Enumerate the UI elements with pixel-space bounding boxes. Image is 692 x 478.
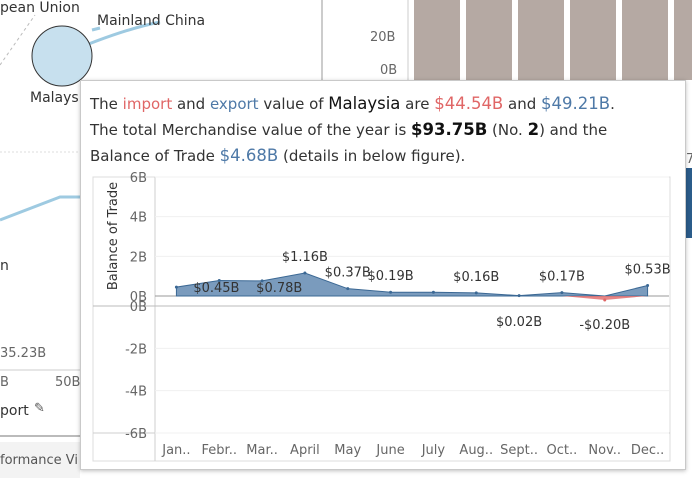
axis-tick-50b: 50B bbox=[55, 375, 81, 390]
text: The bbox=[90, 95, 123, 113]
malaysia-bubble[interactable] bbox=[31, 25, 93, 87]
bar-4[interactable] bbox=[570, 0, 616, 80]
x-tick-label: April bbox=[290, 443, 320, 458]
tooltip-summary: The import and export value of Malaysia … bbox=[90, 91, 680, 169]
y-tick-label: -4B bbox=[125, 385, 147, 400]
bar-5[interactable] bbox=[622, 0, 668, 80]
export-value: $49.21B bbox=[541, 94, 611, 113]
left-fragment-label: n bbox=[0, 258, 9, 274]
data-point bbox=[474, 291, 478, 295]
text: are bbox=[400, 95, 435, 113]
right-fragment-label: 7 bbox=[686, 152, 692, 167]
data-label: $0.53B bbox=[625, 262, 671, 277]
data-point bbox=[174, 285, 178, 289]
data-point bbox=[260, 279, 264, 283]
x-tick-label: Nov.. bbox=[588, 443, 621, 458]
country-name: Malaysia bbox=[328, 94, 401, 113]
text: (No. bbox=[487, 121, 528, 139]
data-label: $0.17B bbox=[539, 270, 585, 285]
tooltip-line-1: The import and export value of Malaysia … bbox=[90, 91, 680, 117]
data-label: $0.16B bbox=[453, 270, 499, 285]
text: and bbox=[172, 95, 210, 113]
data-point bbox=[303, 271, 307, 275]
y-tick-label: 0B bbox=[130, 290, 147, 305]
data-label: $0.45B bbox=[193, 281, 239, 296]
y-tick-label: -2B bbox=[125, 342, 147, 357]
data-point bbox=[517, 294, 521, 298]
import-word: import bbox=[122, 95, 173, 113]
value-label-3523: 35.23B bbox=[0, 346, 47, 361]
left-trend-line bbox=[0, 195, 80, 222]
balance-value: $4.68B bbox=[219, 146, 279, 165]
x-tick-label: Febr.. bbox=[202, 443, 237, 458]
x-tick-label: Sept.. bbox=[500, 443, 538, 458]
text: (details in below figure). bbox=[278, 147, 466, 165]
mainland-china-label: Mainland China bbox=[97, 13, 206, 29]
y-tick-label: 6B bbox=[130, 171, 147, 186]
pin-icon[interactable]: ✎ bbox=[34, 401, 45, 416]
y-tick-label: 0B bbox=[130, 300, 147, 315]
bar-3[interactable] bbox=[518, 0, 564, 80]
import-axis-title: port bbox=[0, 403, 29, 419]
bubble-trend-line-2 bbox=[91, 26, 101, 32]
dashed-guide-line bbox=[0, 14, 36, 66]
text: . bbox=[610, 95, 615, 113]
x-tick-label: June bbox=[375, 443, 404, 458]
data-label: $0.78B bbox=[256, 281, 302, 296]
data-label: -$0.20B bbox=[579, 318, 630, 333]
y-tick-label: -6B bbox=[125, 427, 147, 442]
data-label: $0.02B bbox=[496, 315, 542, 330]
rank-value: 2 bbox=[527, 120, 540, 139]
data-point bbox=[560, 291, 564, 295]
data-label: $0.19B bbox=[368, 269, 414, 284]
text: ) and the bbox=[539, 121, 608, 139]
data-point bbox=[431, 290, 435, 294]
text: value of bbox=[258, 95, 329, 113]
x-tick-label: Oct.. bbox=[547, 443, 578, 458]
axis-label-20b: 20B bbox=[370, 30, 396, 45]
y-tick-label: 2B bbox=[130, 250, 147, 265]
y-axis-title: Balance of Trade bbox=[106, 182, 121, 290]
data-point bbox=[603, 298, 607, 302]
data-point bbox=[389, 290, 393, 294]
data-point bbox=[646, 283, 650, 287]
text: The total Merchandise value of the year … bbox=[90, 121, 412, 139]
bar-1[interactable] bbox=[414, 0, 460, 80]
tooltip-line-2: The total Merchandise value of the year … bbox=[90, 117, 680, 143]
x-tick-label: Jan.. bbox=[161, 443, 190, 458]
data-label: $1.16B bbox=[282, 250, 328, 265]
right-edge-bar bbox=[686, 168, 692, 238]
malaysia-label: Malays bbox=[30, 90, 79, 106]
bar-6[interactable] bbox=[674, 0, 692, 80]
text: and bbox=[503, 95, 542, 113]
bottom-tab[interactable] bbox=[0, 442, 80, 478]
data-point bbox=[217, 279, 221, 283]
import-value: $44.54B bbox=[434, 94, 504, 113]
data-point bbox=[346, 287, 350, 291]
malaysia-tooltip: The import and export value of Malaysia … bbox=[80, 80, 686, 470]
export-word: export bbox=[209, 95, 259, 113]
bar-2[interactable] bbox=[466, 0, 512, 80]
x-tick-label: Dec.. bbox=[631, 443, 664, 458]
data-label: $0.37B bbox=[325, 266, 371, 281]
y-tick-label: 4B bbox=[130, 211, 147, 226]
axis-tick-b: B bbox=[0, 375, 9, 390]
performance-tab-label[interactable]: formance Vi bbox=[0, 453, 79, 468]
axis-label-0b: 0B bbox=[380, 63, 398, 78]
x-tick-label: July bbox=[421, 443, 446, 458]
text: Balance of Trade bbox=[90, 147, 220, 165]
x-tick-label: Aug.. bbox=[459, 443, 493, 458]
tooltip-line-3: Balance of Trade $4.68B (details in belo… bbox=[90, 143, 680, 169]
balance-area-negative bbox=[176, 296, 648, 300]
x-tick-label: May bbox=[334, 443, 361, 458]
x-tick-label: Mar.. bbox=[246, 443, 278, 458]
total-value: $93.75B bbox=[411, 120, 488, 139]
european-union-label: pean Union bbox=[0, 0, 80, 16]
